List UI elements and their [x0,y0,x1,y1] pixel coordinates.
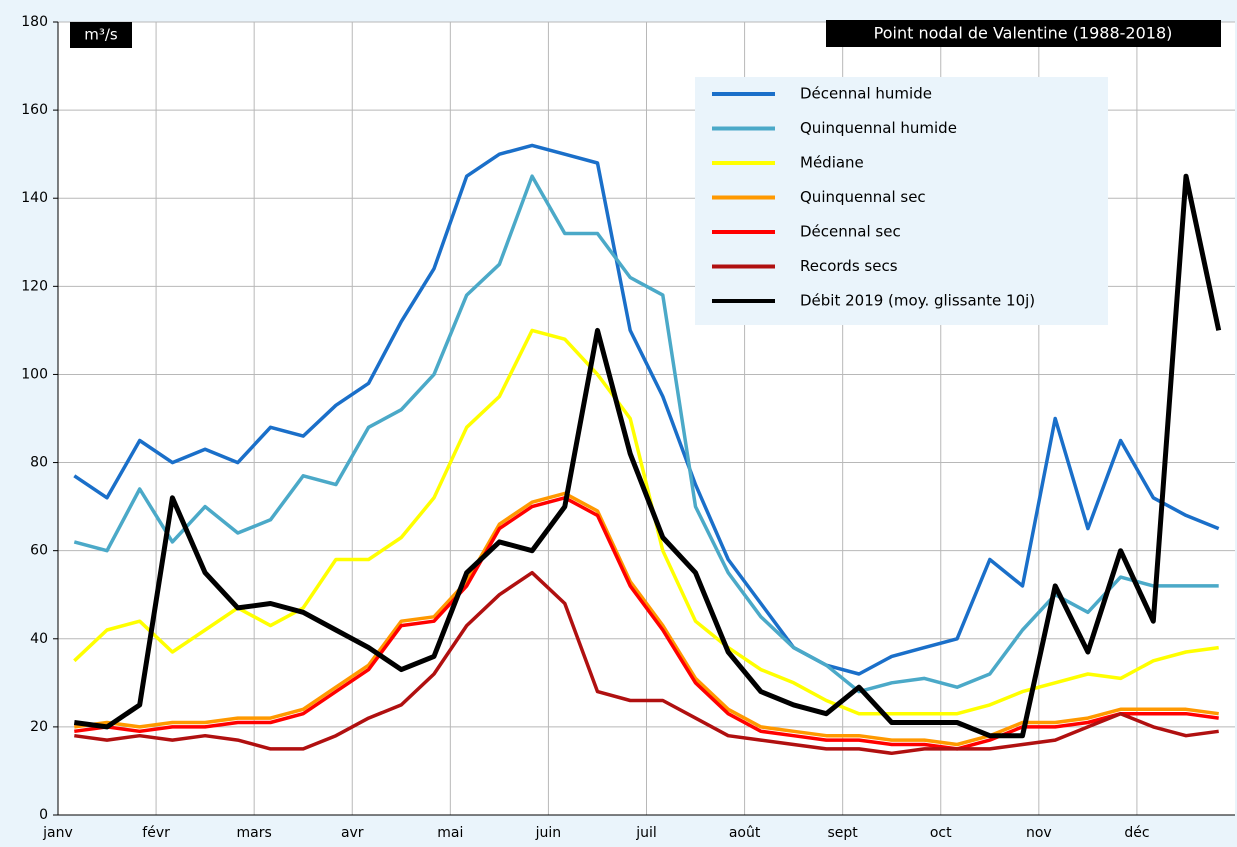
x-tick-label: juin [535,825,562,841]
legend-label: Débit 2019 (moy. glissante 10j) [800,292,1035,310]
x-tick-label: nov [1026,825,1052,841]
y-tick-label: 80 [30,455,48,471]
chart-title: Point nodal de Valentine (1988-2018) [874,24,1173,43]
series-line [73,173,1222,739]
y-tick-label: 120 [21,278,48,294]
x-tick-label: oct [930,825,952,841]
legend-items: Décennal humide Quinquennal humide Médiane… [712,85,1035,310]
legend [695,77,1108,325]
series-line [73,328,1219,716]
series-line [74,491,1219,747]
series-line [73,143,1220,676]
title-box [826,20,1221,47]
y-tick-label: 20 [30,719,48,735]
unit-box [70,22,132,48]
series-line [74,570,1219,756]
y-tick-label: 60 [30,543,48,559]
y-tick-label: 0 [39,807,48,823]
legend-label: Décennal humide [800,85,932,103]
y-tick-label: 140 [21,190,48,206]
series-line [74,496,1219,751]
y-tick-label: 180 [21,14,48,30]
lines [73,143,1222,756]
x-tick-label: mars [237,825,272,841]
legend-label: Quinquennal humide [800,119,957,137]
legend-label: Médiane [800,154,864,172]
x-tick-label: sept [828,825,859,841]
legend-label: Records secs [800,257,898,275]
y-axis-label: m³/s [84,26,118,44]
y-tick-label: 160 [21,102,48,118]
x-tick-label: avr [341,825,364,841]
legend-label: Quinquennal sec [800,188,926,206]
x-tick-label: août [729,825,761,841]
legend-label: Décennal sec [800,223,901,241]
x-tick-label: juil [635,825,657,841]
y-tick-label: 40 [30,631,48,647]
x-tick-label: déc [1124,825,1149,841]
x-tick-label: mai [437,825,463,841]
series-line [73,174,1219,694]
x-tick-label: janv [42,825,73,841]
y-tick-label: 100 [21,366,48,382]
x-tick-label: févr [142,825,170,841]
